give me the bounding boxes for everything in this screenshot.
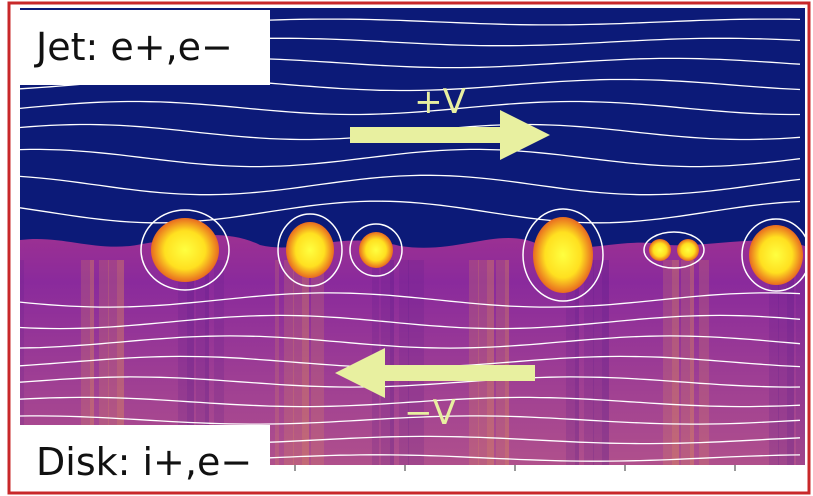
- streak: [284, 260, 294, 465]
- plasmoid: [359, 232, 393, 268]
- streak: [381, 260, 394, 465]
- streak: [108, 260, 124, 465]
- streak: [487, 260, 494, 465]
- plasmoid: [151, 218, 219, 282]
- field-line: [20, 415, 801, 425]
- plasmoid-contours: [140, 208, 805, 302]
- streak: [469, 260, 479, 465]
- arrow-right: [350, 110, 550, 160]
- streak: [575, 260, 579, 465]
- field-line: [20, 335, 801, 349]
- streak: [390, 260, 394, 465]
- streak: [778, 260, 794, 465]
- label-box: [20, 10, 270, 85]
- velocity-label: −V: [404, 393, 456, 433]
- streak: [584, 260, 594, 465]
- jet-label: Jet: e+,e−: [34, 25, 233, 69]
- plasmoid: [649, 239, 671, 261]
- streak: [408, 260, 424, 465]
- streak: [196, 260, 209, 465]
- streak: [478, 260, 494, 465]
- streak: [699, 260, 709, 465]
- label-box: [20, 425, 270, 493]
- field-line: [20, 396, 801, 408]
- plasmoid: [749, 225, 803, 285]
- arrow-left: [335, 348, 535, 398]
- field-line: [20, 314, 801, 330]
- streak: [187, 260, 194, 465]
- streak: [690, 260, 694, 465]
- field-line: [20, 100, 800, 116]
- streak: [796, 260, 805, 465]
- streak: [214, 260, 224, 465]
- plasmoid: [533, 217, 593, 293]
- streak: [769, 260, 779, 465]
- streak: [593, 260, 609, 465]
- streak: [275, 260, 279, 465]
- streak: [681, 260, 694, 465]
- streak: [117, 260, 124, 465]
- plasmoid: [677, 239, 699, 261]
- velocity-label: +V: [414, 82, 466, 122]
- disk-label: Disk: i+,e−: [36, 440, 252, 484]
- streak: [20, 260, 24, 465]
- field-line: [20, 148, 801, 168]
- field-line: [20, 174, 801, 196]
- streak: [90, 260, 94, 465]
- streak: [672, 260, 679, 465]
- field-line: [20, 376, 801, 388]
- plasmoid: [286, 222, 334, 278]
- streak: [602, 260, 609, 465]
- simulation: +V −V: [20, 8, 805, 465]
- streak: [81, 260, 94, 465]
- streak: [178, 260, 194, 465]
- streak: [311, 260, 324, 465]
- streak: [566, 260, 579, 465]
- streak: [99, 260, 109, 465]
- field-line: [20, 200, 801, 224]
- streak: [205, 260, 209, 465]
- frame: [7, 1, 811, 495]
- streak: [787, 260, 794, 465]
- streak: [663, 260, 679, 465]
- field-line: [20, 292, 801, 308]
- streak: [399, 260, 409, 465]
